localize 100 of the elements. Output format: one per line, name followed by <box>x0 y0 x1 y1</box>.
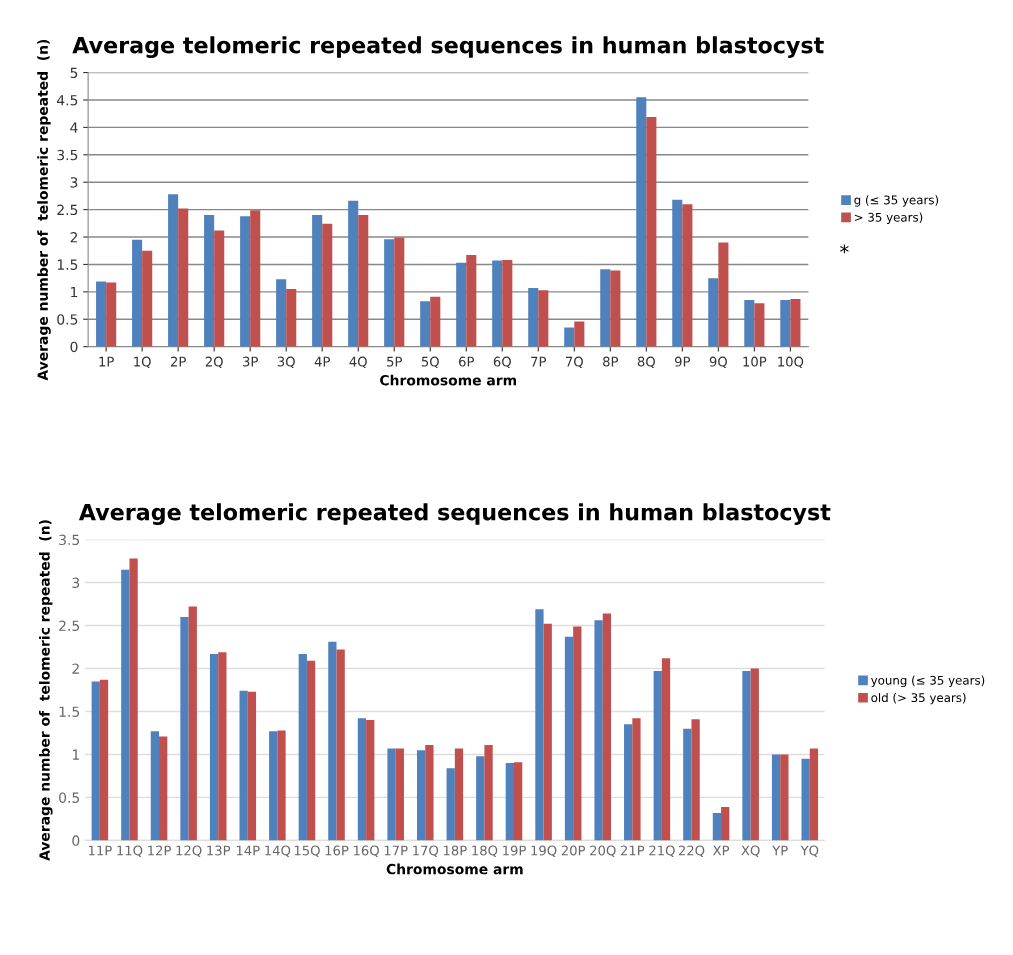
y-tick-label: 3.5 <box>59 534 80 546</box>
bar <box>387 748 396 841</box>
y-tick-label: 1.5 <box>57 259 78 270</box>
x-tick-label: 22Q <box>678 845 705 857</box>
y-tick-label: 4.5 <box>57 95 78 106</box>
bar <box>129 558 138 841</box>
bar <box>771 754 781 841</box>
y-tick-label: 5 <box>70 67 78 79</box>
x-tick-label: 8P <box>603 356 619 367</box>
x-tick-label: YP <box>772 845 788 856</box>
bar <box>683 728 692 841</box>
x-tick-label: 9P <box>674 356 691 367</box>
bar <box>708 278 719 347</box>
bar <box>574 321 585 347</box>
x-tick-label: 5P <box>387 356 402 367</box>
legend-label: g (≤ 35 years) <box>854 195 939 207</box>
x-tick-label: 10Q <box>778 356 804 369</box>
y-tick-label: 1 <box>71 287 78 298</box>
bar <box>602 613 612 841</box>
bar <box>456 262 467 347</box>
bar <box>286 289 297 347</box>
bar <box>543 623 552 841</box>
bar <box>239 690 248 841</box>
bar <box>721 806 730 841</box>
bar <box>514 762 523 841</box>
x-tick-label: XP <box>712 845 730 856</box>
x-tick-label: 19Q <box>531 845 557 857</box>
x-tick-label: 3P <box>243 356 258 367</box>
bar <box>466 255 477 347</box>
bar <box>801 758 810 841</box>
bar <box>430 296 441 347</box>
bar <box>754 303 765 347</box>
legend-label: young (≤ 35 years) <box>871 675 985 688</box>
bar <box>240 216 251 347</box>
bar <box>600 269 611 347</box>
x-tick-label: 6Q <box>493 356 511 369</box>
y-tick-label: 4 <box>70 122 78 133</box>
bar <box>209 653 219 841</box>
bar <box>742 671 751 841</box>
bar <box>573 626 582 841</box>
bar <box>357 718 367 841</box>
y-tick-label: 2.5 <box>57 204 78 216</box>
bar <box>250 210 261 347</box>
x-tick-label: XQ <box>741 845 760 857</box>
bar <box>538 290 549 347</box>
bar <box>384 239 395 347</box>
x-tick-label: 16P <box>325 845 349 856</box>
x-tick-label: 6P <box>459 356 474 367</box>
x-tick-label: 1Q <box>134 356 151 369</box>
x-tick-label: 18P <box>443 845 467 856</box>
bar <box>322 223 333 347</box>
bar <box>744 300 755 347</box>
x-tick-label: 5Q <box>421 356 439 369</box>
bar <box>712 812 722 841</box>
x-tick-label: 15Q <box>294 845 320 857</box>
bar <box>394 237 405 347</box>
bar <box>178 208 189 347</box>
bar <box>528 288 539 347</box>
x-tick-label: 1P <box>99 356 114 367</box>
x-tick-label: 17Q <box>413 845 439 857</box>
bar <box>691 719 700 841</box>
bar <box>809 748 819 841</box>
bar <box>420 301 431 347</box>
x-tick-label: 13P <box>207 845 231 856</box>
x-tick-label: 10P <box>743 356 767 367</box>
bar <box>646 116 657 347</box>
x-tick-label: YQ <box>800 845 819 857</box>
bar <box>328 641 337 841</box>
bar <box>366 720 375 841</box>
y-axis-title: Average number of telomeric repeated (n) <box>39 520 53 861</box>
bar <box>653 671 662 841</box>
bar <box>159 736 168 841</box>
bar <box>750 668 759 841</box>
bar <box>632 718 641 841</box>
text: * <box>840 244 849 254</box>
x-tick-label: 17P <box>384 845 408 856</box>
x-tick-label: 21Q <box>649 845 675 857</box>
x-tick-label: 8Q <box>637 356 655 369</box>
x-tick-label: 2Q <box>205 356 223 369</box>
bar <box>96 281 107 347</box>
y-tick-label: 3.5 <box>57 149 78 161</box>
bar <box>780 754 789 841</box>
x-tick-label: 12P <box>148 845 171 856</box>
y-axis-title: Average number of telomeric repeated (n) <box>37 39 51 381</box>
legend-label: old (> 35 years) <box>871 692 966 705</box>
bar <box>476 756 485 841</box>
bar <box>610 270 621 347</box>
y-tick-label: 3 <box>70 177 78 188</box>
bar <box>276 279 287 347</box>
bar <box>188 606 197 841</box>
x-tick-label: 19P <box>503 845 526 856</box>
x-tick-label: 18Q <box>472 845 498 857</box>
bar <box>142 250 153 347</box>
bar <box>180 616 189 841</box>
x-tick-label: 20P <box>561 845 586 856</box>
bar <box>502 260 513 347</box>
bar <box>132 239 143 347</box>
bar <box>121 569 130 841</box>
x-tick-label: 12Q <box>176 845 202 857</box>
y-tick-label: 2 <box>72 663 79 674</box>
